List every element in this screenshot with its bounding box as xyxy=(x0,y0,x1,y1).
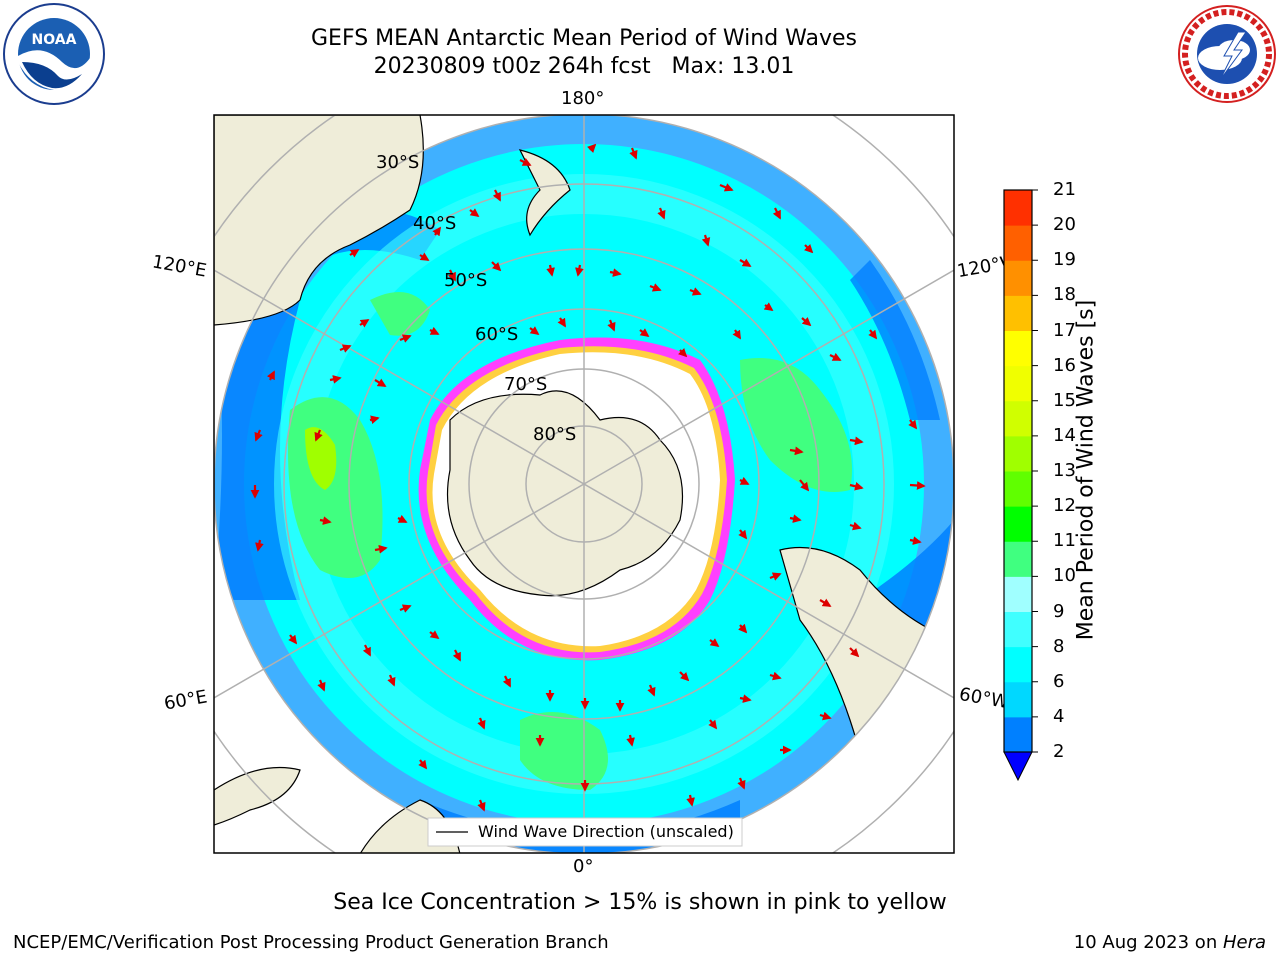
colorbar-tick-label: 6 xyxy=(1053,670,1065,692)
swell-patch-east xyxy=(740,358,852,492)
colorbar-cell xyxy=(1004,646,1032,683)
colorbar-cell xyxy=(1004,365,1032,402)
colorbar-tick-label: 14 xyxy=(1053,424,1076,446)
colorbar-cell xyxy=(1004,471,1032,507)
new-zealand-landmass xyxy=(518,149,571,237)
colorbar-tick-label: 16 xyxy=(1053,354,1076,376)
lon-label-180: 180° xyxy=(561,88,605,109)
australia-landmass xyxy=(214,115,424,326)
colorbar-cell xyxy=(1004,681,1032,718)
colorbar-cell xyxy=(1004,716,1032,753)
footer-host: Hera xyxy=(1222,932,1266,953)
lat-label-70s: 70°S xyxy=(504,374,548,395)
colorbar-underflow-icon xyxy=(1003,751,1033,782)
colorbar-cell xyxy=(1004,506,1032,542)
madagascar-landmass xyxy=(214,766,301,826)
sea-ice-caption: Sea Ice Concentration > 15% is shown in … xyxy=(333,890,947,915)
colorbar-tick-label: 19 xyxy=(1053,249,1076,271)
colorbar-cell xyxy=(1004,190,1032,226)
colorbar-tick-label: 4 xyxy=(1053,705,1065,727)
noaa-logo-icon: NOAA xyxy=(3,3,105,105)
colorbar-tick-label: 17 xyxy=(1053,319,1076,341)
nws-logo-icon xyxy=(1178,5,1276,103)
wind-wave-arrows xyxy=(250,143,926,812)
colorbar-tick-label: 2 xyxy=(1053,741,1065,762)
lat-label-50s: 50°S xyxy=(444,270,488,291)
legend-label: Wind Wave Direction (unscaled) xyxy=(478,822,734,841)
colorbar-cell xyxy=(1004,295,1032,331)
chart-subtitle: 20230809 t00z 264h fcst Max: 13.01 xyxy=(373,54,795,79)
colorbar-tick-label: 12 xyxy=(1053,495,1076,517)
colorbar-tick-label: 9 xyxy=(1053,600,1065,622)
colorbar-tick-label: 21 xyxy=(1053,179,1076,200)
chart-title: GEFS MEAN Antarctic Mean Period of Wind … xyxy=(311,26,857,51)
colorbar-cell xyxy=(1004,400,1032,437)
colorbar-tick-label: 15 xyxy=(1053,389,1076,411)
colorbar-cell xyxy=(1004,576,1032,612)
colorbar-cell xyxy=(1004,435,1032,472)
lat-label-60s: 60°S xyxy=(475,324,519,345)
map-legend-box xyxy=(427,817,743,847)
colorbar-tick-label: 13 xyxy=(1053,460,1076,481)
colorbar-cell xyxy=(1004,611,1032,648)
lon-label-0: 0° xyxy=(573,856,594,877)
colorbar-tick-label: 10 xyxy=(1053,565,1076,587)
colorbar-tick-label: 20 xyxy=(1053,214,1076,236)
lat-label-30s: 30°S xyxy=(376,152,420,173)
map-frame xyxy=(213,114,955,854)
colorbar xyxy=(1003,189,1038,782)
lat-label-40s: 40°S xyxy=(413,213,457,234)
noaa-logo-text: NOAA xyxy=(32,32,77,48)
colorbar-cell xyxy=(1004,541,1032,577)
colorbar-cell xyxy=(1004,260,1032,296)
colorbar-tick-label: 18 xyxy=(1053,284,1076,306)
colorbar-cell xyxy=(1004,330,1032,367)
footer-branch: NCEP/EMC/Verification Post Processing Pr… xyxy=(13,932,609,953)
lat-label-80s: 80°S xyxy=(533,424,577,445)
colorbar-cell xyxy=(1004,225,1032,261)
footer-date-text: 10 Aug 2023 on xyxy=(1073,932,1223,953)
colorbar-tick-label: 8 xyxy=(1053,635,1065,657)
footer-date: 10 Aug 2023 on Hera xyxy=(1074,932,1266,953)
swell-patch-north xyxy=(520,712,608,790)
colorbar-tick-label: 11 xyxy=(1053,530,1076,552)
